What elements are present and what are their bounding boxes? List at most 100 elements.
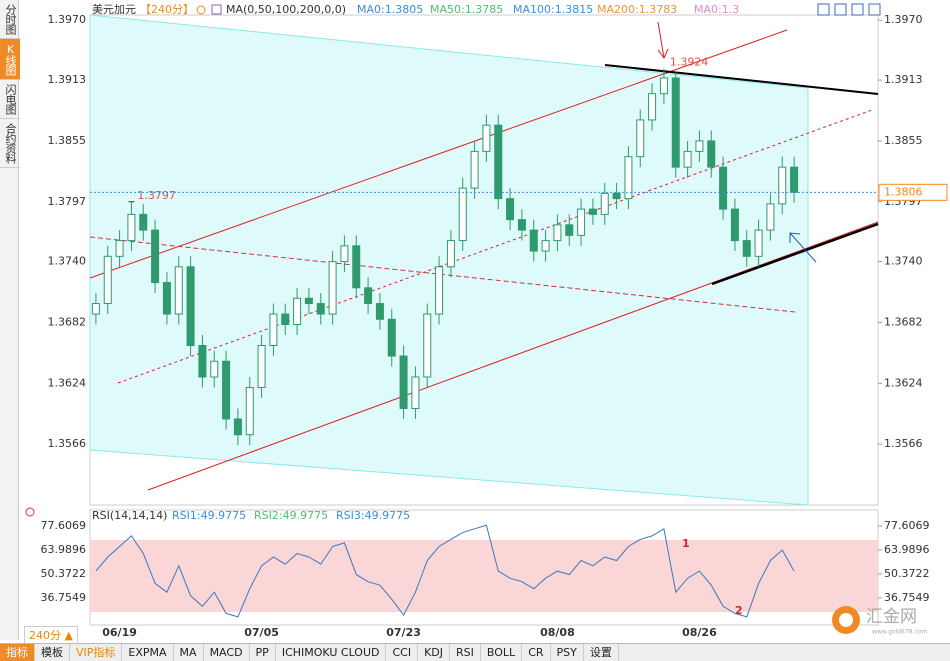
candle-body: [198, 345, 207, 378]
candle-body: [411, 376, 420, 409]
candle-body: [233, 418, 242, 436]
candle-body: [754, 229, 763, 257]
sidebar: 分时图 K线图 闪电图 合约资料: [0, 0, 20, 640]
tab[interactable]: 分时图: [0, 0, 20, 39]
legend-item: MA0:1.3: [694, 3, 739, 16]
candle-body: [293, 297, 302, 326]
rsi-line: [95, 524, 795, 618]
toolbar-item[interactable]: PSY: [551, 644, 584, 661]
toolbar-item[interactable]: 指标: [0, 644, 35, 661]
period-label: 【240分】: [140, 3, 194, 16]
candle-body: [162, 282, 171, 315]
candle-body: [115, 240, 124, 257]
candle-body: [127, 213, 136, 242]
watermark-url: www.gold678.com: [872, 629, 927, 636]
toolbar-item[interactable]: EXPMA: [122, 644, 174, 661]
legend-item: MA0:1.3805: [357, 3, 423, 16]
candle-body: [399, 355, 408, 409]
price-annotation: 1.3797: [137, 189, 176, 202]
candle-body: [364, 287, 373, 305]
candle-body: [174, 266, 183, 315]
candle-body: [517, 219, 526, 231]
toolbar-item[interactable]: MA: [174, 644, 204, 661]
candle-body: [529, 229, 538, 252]
last-price-label: 1.3806: [884, 185, 923, 198]
rsi-band: [90, 540, 878, 612]
candle-body: [340, 245, 349, 263]
period-select[interactable]: 240分 ▲: [24, 626, 78, 644]
toolbar-icons[interactable]: [817, 3, 881, 16]
candle-body: [423, 313, 432, 378]
settings-icon[interactable]: [25, 507, 35, 517]
toolbar-item[interactable]: MACD: [204, 644, 250, 661]
candle-body: [553, 224, 562, 242]
toolbar-item[interactable]: PP: [250, 644, 276, 661]
toolbar-item[interactable]: VIP指标: [70, 644, 123, 661]
candle-body: [778, 166, 787, 205]
legend-item: MA50:1.3785: [430, 3, 503, 16]
y-tick-label: 1.3970: [884, 13, 923, 26]
y-tick-label: 1.3566: [48, 437, 87, 450]
candle-body: [482, 124, 491, 152]
annotation: 1: [682, 537, 690, 550]
legend-item: RSI3:49.9775: [336, 509, 410, 522]
candle-body: [766, 203, 775, 231]
legend-item: MA100:1.3815: [513, 3, 593, 16]
candle-body: [624, 156, 633, 200]
candle-body: [222, 360, 231, 420]
period-icon[interactable]: [196, 5, 206, 15]
y-tick-label: 1.3624: [48, 376, 87, 389]
candle-body: [375, 303, 384, 320]
tab[interactable]: 合约资料: [0, 119, 20, 168]
toolbar-item[interactable]: 模板: [35, 644, 70, 661]
y-tick-label: 77.6069: [884, 519, 930, 532]
y-tick-label: 1.3970: [48, 13, 87, 26]
y-tick-label: 1.3913: [884, 73, 923, 86]
toolbar-item[interactable]: KDJ: [418, 644, 451, 661]
candle-body: [245, 386, 254, 436]
toolbar-item[interactable]: BOLL: [481, 644, 523, 661]
candle-body: [304, 297, 313, 305]
watermark: 汇金网 www.gold678.com: [832, 606, 927, 636]
x-tick-label: 08/08: [540, 626, 575, 639]
toolbar-item[interactable]: 设置: [584, 644, 619, 661]
x-tick-label: 08/26: [682, 626, 717, 639]
candle-body: [719, 166, 728, 210]
candle-body: [387, 318, 396, 357]
symbol-title: 美元加元: [92, 3, 136, 16]
trend-line: [604, 64, 879, 95]
period-text: 240分: [29, 629, 61, 642]
toolbar-item[interactable]: ICHIMOKU CLOUD: [276, 644, 387, 661]
y-tick-label: 1.3566: [884, 437, 923, 450]
candle-body: [151, 229, 160, 284]
candle-body: [186, 266, 195, 347]
candle-body: [671, 77, 680, 168]
y-tick-label: 1.3855: [48, 134, 87, 147]
y-tick-label: 50.3722: [41, 567, 87, 580]
candle-body: [648, 93, 657, 121]
candle-body: [458, 187, 467, 242]
candle-body: [446, 240, 455, 268]
y-tick-label: 1.3797: [48, 195, 87, 208]
y-tick-label: 1.3682: [884, 315, 923, 328]
candle-body: [470, 150, 479, 189]
toolbar-item[interactable]: CCI: [386, 644, 419, 661]
candle-body: [742, 240, 751, 257]
candle-body: [435, 266, 444, 315]
y-tick-label: 1.3740: [48, 255, 87, 268]
ma-icon[interactable]: [211, 4, 222, 15]
candle-body: [790, 166, 799, 193]
candle-body: [352, 245, 361, 289]
candle-body: [316, 303, 325, 315]
y-tick-label: 50.3722: [884, 567, 930, 580]
toolbar-item[interactable]: CR: [522, 644, 551, 661]
y-tick-label: 1.3624: [884, 376, 923, 389]
toolbar-item[interactable]: RSI: [450, 644, 481, 661]
y-tick-label: 1.3682: [48, 315, 87, 328]
tab[interactable]: 闪电图: [0, 80, 20, 119]
candle-body: [683, 150, 692, 168]
tab[interactable]: K线图: [0, 39, 20, 80]
candle-body: [210, 360, 219, 378]
candle-body: [588, 208, 597, 215]
